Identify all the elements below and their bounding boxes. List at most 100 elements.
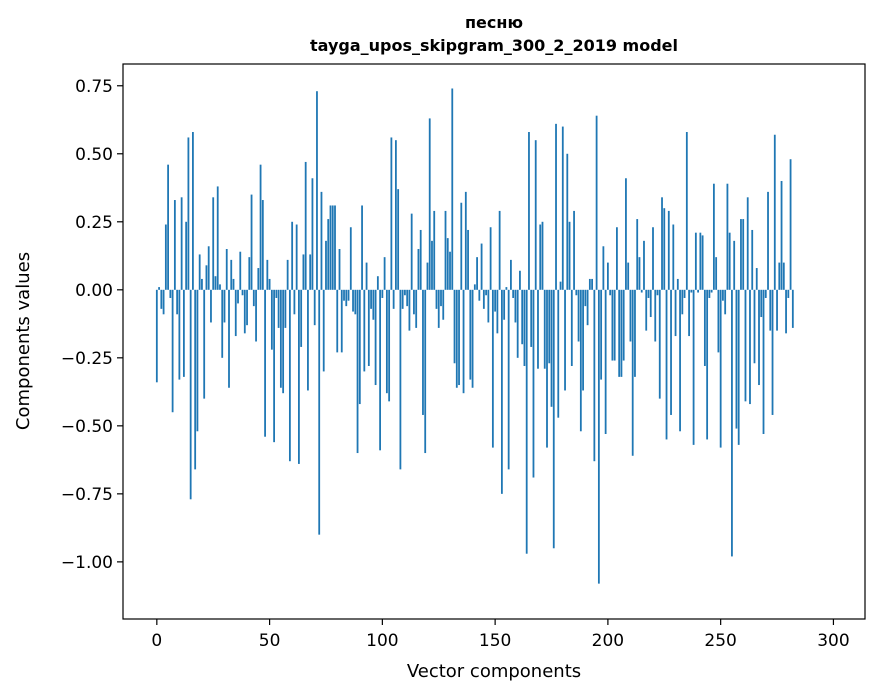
bar — [228, 289, 230, 388]
bar — [726, 183, 729, 290]
bar — [500, 289, 503, 494]
bar — [446, 238, 449, 290]
bar — [345, 289, 348, 307]
bar — [286, 259, 289, 290]
bar — [264, 289, 266, 437]
bar — [776, 289, 778, 331]
bar — [417, 249, 420, 290]
bar — [683, 289, 686, 298]
bar — [789, 159, 792, 290]
bar — [692, 289, 695, 445]
bar — [182, 289, 185, 377]
bar — [383, 257, 386, 290]
y-tick-label: −0.50 — [61, 417, 113, 437]
bar — [223, 289, 226, 323]
bar — [652, 227, 654, 290]
bar — [676, 278, 679, 290]
bar — [406, 289, 409, 307]
bar — [487, 289, 490, 323]
bar — [724, 289, 727, 315]
bar — [230, 259, 233, 290]
bar — [613, 289, 616, 361]
bar — [636, 219, 639, 290]
bar — [275, 289, 278, 298]
bar — [629, 289, 632, 342]
bar — [600, 289, 603, 380]
bar — [187, 137, 190, 290]
bar — [559, 281, 562, 290]
bar — [649, 289, 652, 318]
bar — [325, 240, 327, 290]
bar — [688, 289, 690, 337]
bar — [311, 178, 314, 290]
bar — [661, 197, 663, 290]
bar — [586, 289, 589, 326]
bar — [476, 257, 478, 290]
bar — [749, 289, 751, 405]
bar — [203, 289, 206, 399]
chart-title-line-2: tayga_upos_skipgram_300_2_2019 model — [310, 36, 678, 55]
bar — [471, 289, 474, 388]
bar — [715, 257, 718, 290]
bar — [194, 289, 197, 470]
bar — [584, 289, 587, 307]
bar — [694, 232, 697, 290]
bar — [568, 221, 571, 290]
bar — [343, 289, 345, 301]
bar — [755, 268, 758, 290]
x-tick-label: 150 — [479, 631, 511, 651]
bar — [413, 289, 415, 315]
bar — [169, 289, 172, 298]
bar — [778, 262, 781, 290]
bar — [482, 289, 485, 309]
y-tick-label: 0.50 — [75, 145, 113, 165]
bar — [185, 221, 188, 290]
bar — [338, 249, 341, 290]
bar — [232, 278, 235, 290]
y-axis-title: Components values — [13, 252, 34, 430]
bar — [304, 161, 307, 290]
y-tick-label: −0.25 — [61, 349, 113, 369]
bar — [376, 276, 379, 290]
bar — [462, 289, 465, 394]
bar — [507, 289, 510, 470]
bar — [370, 289, 372, 309]
bar — [541, 221, 544, 290]
x-tick-label: 200 — [592, 631, 624, 651]
bar — [616, 227, 618, 290]
bar — [685, 132, 688, 290]
bar — [167, 164, 169, 290]
bars-group — [155, 88, 794, 584]
bar — [550, 289, 553, 407]
bar — [192, 132, 194, 290]
bar — [597, 289, 600, 584]
bar — [334, 205, 336, 290]
bar — [634, 289, 636, 377]
bar — [173, 200, 176, 290]
bar — [356, 289, 359, 454]
bar — [728, 232, 731, 290]
bar — [742, 219, 745, 290]
bar — [564, 289, 566, 391]
bar — [318, 289, 321, 535]
bar — [307, 289, 309, 391]
bar — [708, 289, 711, 298]
bar — [246, 289, 248, 326]
bar — [546, 289, 548, 448]
bar — [385, 289, 388, 394]
bar — [570, 289, 573, 366]
bar — [573, 210, 575, 290]
bar — [595, 115, 598, 290]
bar — [771, 289, 774, 415]
y-tick-label: 0.00 — [75, 281, 113, 301]
bar — [388, 289, 391, 402]
y-tick-label: 0.75 — [75, 77, 113, 97]
bar — [737, 289, 740, 445]
chart-title-line-1: песню — [465, 13, 523, 32]
bar — [744, 289, 747, 402]
bar — [397, 189, 400, 290]
bar — [277, 289, 280, 328]
bar — [309, 254, 312, 290]
bar — [270, 289, 273, 350]
bar — [340, 289, 343, 353]
